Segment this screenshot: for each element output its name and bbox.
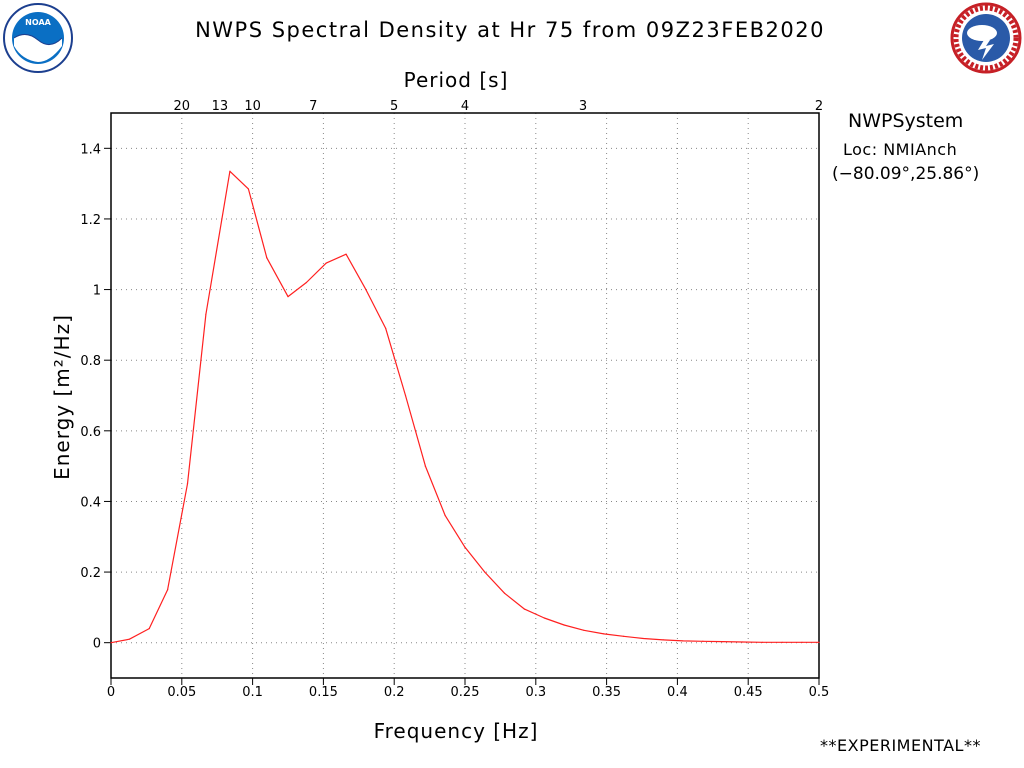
- x-tick-label: 0: [107, 685, 115, 700]
- x-tick-label: 0.5: [809, 685, 830, 700]
- period-axis-ticks: 20 13 10 7 5 4 3 2: [174, 99, 824, 114]
- x-tick-label: 0.3: [525, 685, 546, 700]
- chart-title: NWPS Spectral Density at Hr 75 from 09Z2…: [195, 18, 825, 42]
- period-tick-label: 13: [212, 99, 229, 114]
- series-line: [110, 170, 819, 644]
- noaa-logo-icon: NOAA: [3, 3, 73, 73]
- data-point: [642, 637, 645, 640]
- data-point: [424, 465, 426, 467]
- nws-logo-icon: [950, 2, 1022, 74]
- data-point: [325, 262, 327, 264]
- x-axis-label: Frequency [Hz]: [374, 719, 539, 743]
- experimental-note: **EXPERIMENTAL**: [820, 736, 981, 755]
- y-tick-label: 0.6: [80, 425, 101, 440]
- y-tick-label: 0: [93, 637, 101, 652]
- data-point: [444, 514, 446, 517]
- y-axis-label: Energy [m²/Hz]: [50, 314, 74, 480]
- data-point: [662, 639, 664, 641]
- period-tick-label: 5: [390, 99, 398, 114]
- period-tick-label: 7: [309, 99, 317, 114]
- data-point: [167, 589, 169, 591]
- data-point: [722, 641, 724, 643]
- data-point: [365, 288, 367, 291]
- data-point: [287, 296, 289, 298]
- x-tick-label: 0.35: [592, 685, 621, 700]
- data-point: [229, 170, 231, 172]
- period-tick-label: 4: [461, 99, 469, 114]
- x-tick-label: 0.1: [242, 685, 263, 700]
- y-tick-label: 1.2: [80, 213, 101, 228]
- location-label: Loc: NMIAnch: [843, 140, 958, 159]
- data-point: [801, 641, 803, 643]
- data-point: [741, 641, 744, 643]
- data-point: [148, 627, 150, 630]
- period-tick-label: 20: [174, 99, 191, 114]
- x-axis-ticks: 0 0.05 0.1 0.15 0.2 0.25 0.3 0.35 0.4 0.45 0.5: [107, 678, 829, 700]
- y-axis-ticks: 0 0.2 0.4 0.6 0.8 1 1.2 1.4: [80, 142, 111, 652]
- data-point: [247, 188, 249, 190]
- data-point: [504, 592, 506, 594]
- grid: [111, 113, 819, 678]
- x-tick-label: 0.2: [384, 685, 405, 700]
- data-point: [781, 641, 783, 643]
- data-point: [484, 571, 486, 573]
- y-tick-label: 0.2: [80, 566, 101, 581]
- period-tick-label: 10: [244, 99, 261, 114]
- data-point: [385, 327, 387, 330]
- data-point: [110, 642, 112, 644]
- data-point: [682, 640, 684, 642]
- period-tick-label: 2: [815, 99, 823, 114]
- data-point: [818, 641, 820, 643]
- period-axis-label: Period [s]: [404, 68, 509, 92]
- series-group: [110, 170, 820, 644]
- system-name: NWPSystem: [848, 110, 964, 132]
- data-point: [266, 257, 268, 259]
- x-tick-label: 0.25: [451, 685, 480, 700]
- data-point: [603, 633, 605, 635]
- y-tick-label: 1.4: [80, 142, 101, 157]
- y-tick-label: 0.4: [80, 495, 101, 510]
- x-tick-label: 0.45: [734, 685, 763, 700]
- data-point: [563, 624, 565, 626]
- data-point: [702, 640, 704, 642]
- data-point: [128, 638, 131, 640]
- y-tick-label: 1: [93, 284, 101, 299]
- location-coordinates: (−80.09°,25.86°): [832, 164, 980, 184]
- data-point: [622, 635, 625, 637]
- x-tick-label: 0.4: [667, 685, 688, 700]
- data-point: [583, 629, 585, 631]
- data-point: [543, 617, 545, 619]
- y-tick-label: 0.8: [80, 354, 101, 369]
- data-point: [186, 483, 189, 485]
- data-point: [305, 281, 308, 284]
- data-point: [404, 394, 407, 397]
- data-point: [205, 313, 207, 315]
- noaa-logo-text: NOAA: [25, 18, 51, 27]
- x-tick-label: 0.05: [167, 685, 196, 700]
- data-point: [345, 253, 347, 255]
- period-tick-label: 3: [579, 99, 587, 114]
- x-tick-label: 0.15: [309, 685, 338, 700]
- data-point: [523, 608, 526, 610]
- data-point: [761, 641, 763, 643]
- data-point: [464, 546, 466, 548]
